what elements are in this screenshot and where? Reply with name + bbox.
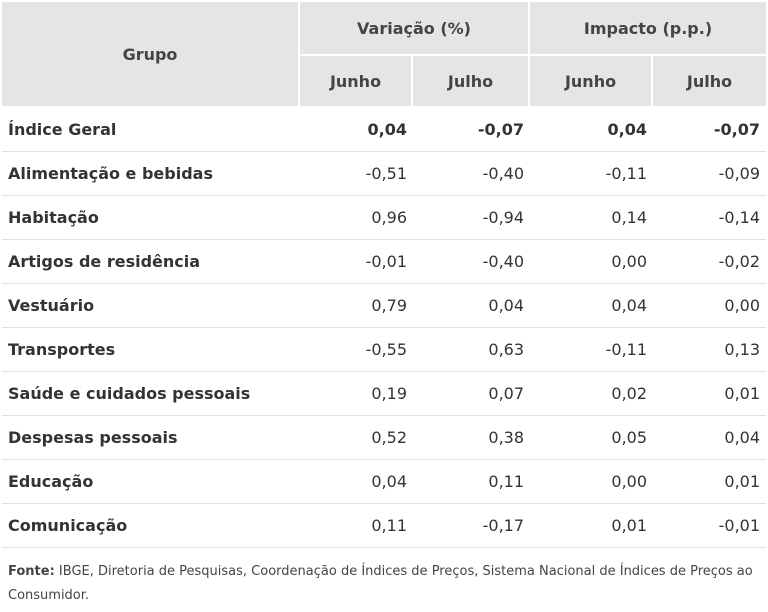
header-variation: Variação (%) <box>300 2 531 56</box>
table-row: Comunicação 0,11 -0,17 0,01 -0,01 <box>2 504 767 548</box>
cell-impact-july: -0,14 <box>653 196 767 240</box>
cell-impact-june: 0,02 <box>530 372 654 416</box>
cell-variation-june: 0,04 <box>300 460 413 504</box>
cell-variation-july: 0,63 <box>413 328 531 372</box>
table-body: Índice Geral 0,04 -0,07 0,04 -0,07 Alimentaçã… <box>2 108 767 548</box>
price-index-table: Grupo Variação (%) Impacto (p.p.) Junho … <box>2 2 767 548</box>
cell-variation-july: 0,38 <box>413 416 531 460</box>
cell-variation-june: 0,79 <box>300 284 413 328</box>
cell-impact-june: 0,04 <box>530 108 654 152</box>
source-text: IBGE, Diretoria de Pesquisas, Coordenaçã… <box>8 564 753 603</box>
cell-impact-june: 0,00 <box>530 460 654 504</box>
cell-impact-july: -0,02 <box>653 240 767 284</box>
header-variation-june: Junho <box>300 56 413 108</box>
row-label: Transportes <box>2 328 300 372</box>
cell-impact-june: 0,05 <box>530 416 654 460</box>
cell-impact-june: -0,11 <box>530 152 654 196</box>
cell-variation-july: 0,11 <box>413 460 531 504</box>
table-row: Índice Geral 0,04 -0,07 0,04 -0,07 <box>2 108 767 152</box>
cell-variation-june: -0,55 <box>300 328 413 372</box>
cell-variation-july: -0,40 <box>413 152 531 196</box>
cell-variation-june: 0,52 <box>300 416 413 460</box>
row-label: Comunicação <box>2 504 300 548</box>
row-label: Índice Geral <box>2 108 300 152</box>
cell-variation-july: -0,17 <box>413 504 531 548</box>
row-label: Despesas pessoais <box>2 416 300 460</box>
cell-impact-july: 0,00 <box>653 284 767 328</box>
cell-variation-june: -0,01 <box>300 240 413 284</box>
cell-impact-july: 0,13 <box>653 328 767 372</box>
table-header: Grupo Variação (%) Impacto (p.p.) Junho … <box>2 2 767 108</box>
row-label: Vestuário <box>2 284 300 328</box>
header-impact: Impacto (p.p.) <box>530 2 767 56</box>
table-row: Habitação 0,96 -0,94 0,14 -0,14 <box>2 196 767 240</box>
header-impact-july: Julho <box>653 56 767 108</box>
cell-variation-june: 0,19 <box>300 372 413 416</box>
header-group: Grupo <box>2 2 300 108</box>
source-label: Fonte: <box>8 564 55 579</box>
header-impact-june: Junho <box>530 56 654 108</box>
cell-impact-june: -0,11 <box>530 328 654 372</box>
cell-variation-june: -0,51 <box>300 152 413 196</box>
table-row: Educação 0,04 0,11 0,00 0,01 <box>2 460 767 504</box>
cell-variation-june: 0,96 <box>300 196 413 240</box>
row-label: Habitação <box>2 196 300 240</box>
cell-impact-july: 0,01 <box>653 372 767 416</box>
table-row: Vestuário 0,79 0,04 0,04 0,00 <box>2 284 767 328</box>
cell-variation-july: -0,94 <box>413 196 531 240</box>
table-row: Alimentação e bebidas -0,51 -0,40 -0,11 -0,0… <box>2 152 767 196</box>
cell-variation-june: 0,04 <box>300 108 413 152</box>
cell-impact-june: 0,01 <box>530 504 654 548</box>
row-label: Artigos de residência <box>2 240 300 284</box>
cell-impact-july: -0,07 <box>653 108 767 152</box>
source-note: Fonte: IBGE, Diretoria de Pesquisas, Coo… <box>8 560 758 608</box>
header-variation-july: Julho <box>413 56 531 108</box>
cell-impact-june: 0,00 <box>530 240 654 284</box>
table-row: Transportes -0,55 0,63 -0,11 0,13 <box>2 328 767 372</box>
cell-impact-july: -0,09 <box>653 152 767 196</box>
table-row: Saúde e cuidados pessoais 0,19 0,07 0,02 0,0… <box>2 372 767 416</box>
table-row: Despesas pessoais 0,52 0,38 0,05 0,04 <box>2 416 767 460</box>
cell-variation-july: -0,40 <box>413 240 531 284</box>
row-label: Educação <box>2 460 300 504</box>
cell-variation-july: -0,07 <box>413 108 531 152</box>
cell-variation-july: 0,04 <box>413 284 531 328</box>
row-label: Alimentação e bebidas <box>2 152 300 196</box>
cell-impact-july: -0,01 <box>653 504 767 548</box>
table-row: Artigos de residência -0,01 -0,40 0,00 -0,02 <box>2 240 767 284</box>
row-label: Saúde e cuidados pessoais <box>2 372 300 416</box>
cell-impact-june: 0,14 <box>530 196 654 240</box>
cell-impact-july: 0,01 <box>653 460 767 504</box>
cell-variation-june: 0,11 <box>300 504 413 548</box>
cell-impact-june: 0,04 <box>530 284 654 328</box>
cell-impact-july: 0,04 <box>653 416 767 460</box>
cell-variation-july: 0,07 <box>413 372 531 416</box>
